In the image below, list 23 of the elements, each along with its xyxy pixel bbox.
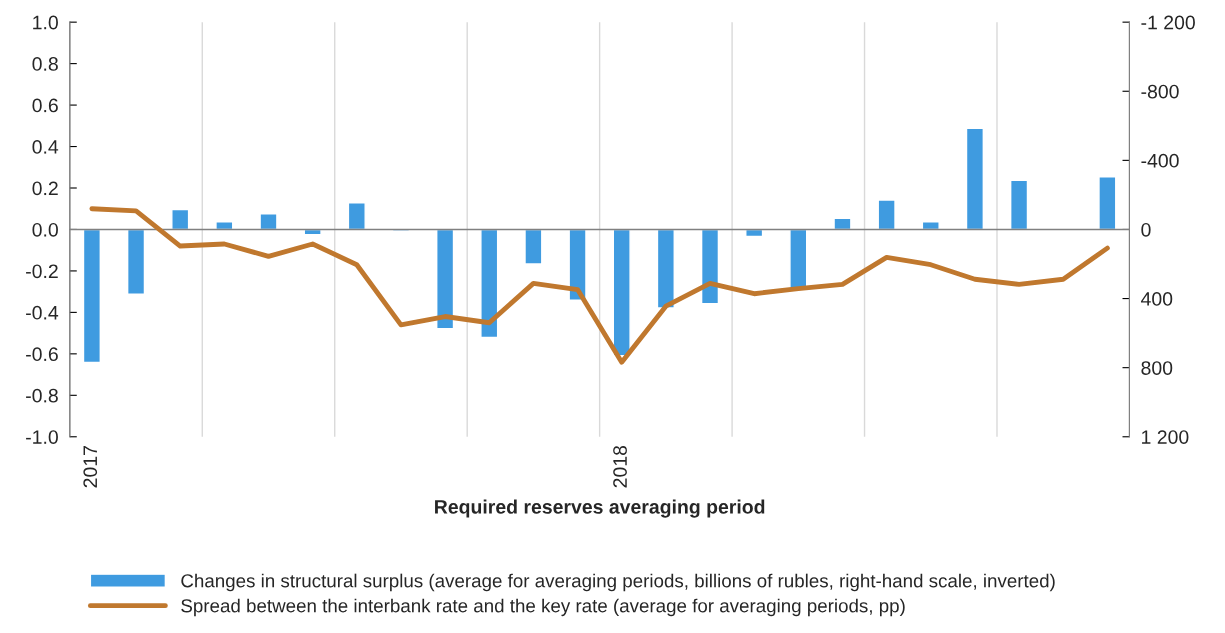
- y-tick-label: -0.4: [26, 305, 59, 320]
- y-tick-label: 0.6: [32, 98, 58, 113]
- y-tick-label: -0.6: [26, 347, 58, 362]
- legend-label: Changes in structural surplus (average for averaging periods, billions of rubles, right-hand scale, inverted): [181, 573, 1055, 592]
- x-axis-title: Required reserves averaging period: [435, 499, 765, 518]
- y-tick-label: -0.8: [26, 388, 58, 403]
- y2-tick-label: -1 200: [1141, 15, 1195, 30]
- y2-tick-label: 800: [1141, 361, 1173, 375]
- y-tick-label: 0.8: [32, 57, 58, 71]
- x-tick-label: 2017: [83, 446, 98, 488]
- y2-tick-label: -400: [1141, 153, 1179, 168]
- y2-tick-label: 0: [1141, 222, 1151, 237]
- y-tick-label: 0.4: [32, 140, 59, 154]
- y-tick-label: 0.2: [32, 181, 58, 196]
- y2-tick-label: 400: [1141, 292, 1173, 306]
- y-tick-label: 0.0: [32, 222, 58, 237]
- y-tick-label: 1.0: [33, 15, 58, 30]
- x-tick-label: 2018: [613, 445, 627, 488]
- y2-tick-label: 1 200: [1142, 430, 1189, 445]
- y2-tick-label: -800: [1141, 84, 1179, 99]
- legend-label: Spread between the interbank rate and the key rate (average for averaging periods, pp): [181, 598, 905, 617]
- y-tick-label: -0.2: [26, 264, 58, 279]
- y-tick-label: -1.0: [26, 430, 58, 445]
